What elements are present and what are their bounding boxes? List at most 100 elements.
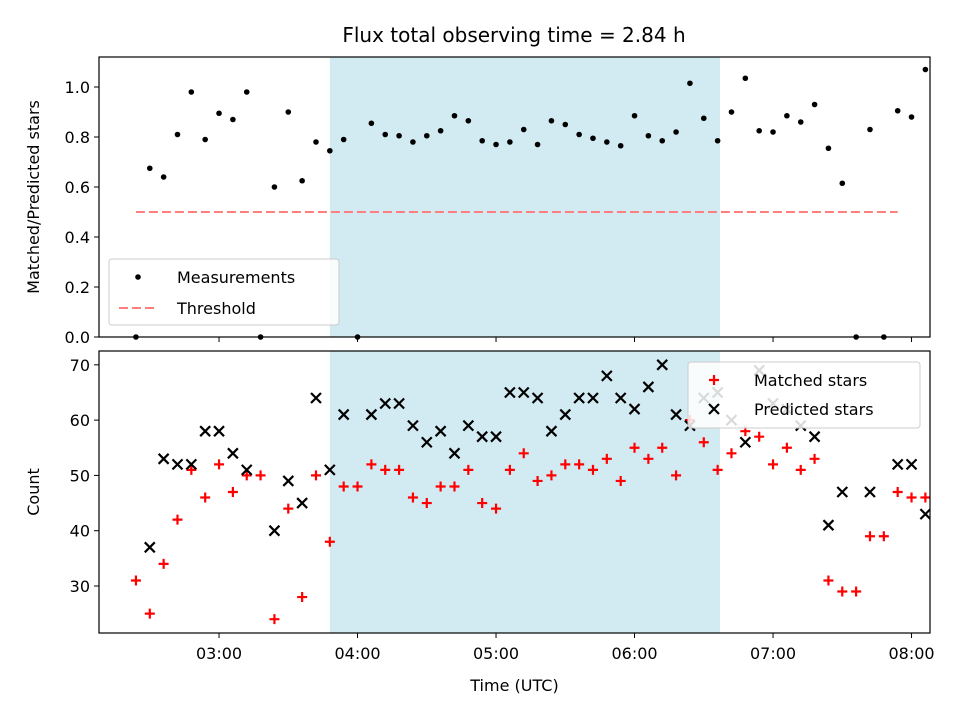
- legend-box: [108, 258, 340, 326]
- measurement-point: [423, 132, 430, 139]
- matched-star-point: [186, 464, 197, 475]
- matched-star-point: [864, 531, 875, 542]
- matched-star-point: [726, 448, 737, 459]
- measurement-point: [825, 145, 832, 152]
- measurement-point: [216, 110, 222, 117]
- measurement-point: [202, 136, 208, 143]
- predicted-star-point: [891, 458, 904, 471]
- measurement-point: [396, 132, 402, 139]
- measurement-point: [479, 137, 485, 144]
- measurement-point: [770, 129, 776, 135]
- matched-star-point: [712, 464, 723, 475]
- measurement-point: [617, 142, 624, 149]
- predicted-star-point: [573, 392, 585, 404]
- predicted-star-point: [268, 524, 281, 537]
- predicted-star-point: [324, 464, 336, 476]
- legend-box: [687, 361, 921, 429]
- predicted-star-point: [407, 419, 419, 432]
- matched-star-point: [477, 498, 488, 509]
- predicted-star-point: [545, 425, 558, 437]
- measurement-point: [285, 109, 292, 115]
- predicted-star-point: [296, 497, 308, 509]
- legend: Measurements Threshold: [108, 258, 340, 326]
- matched-star-point: [310, 470, 321, 481]
- measurement-point: [465, 117, 472, 124]
- matched-star-point: [781, 442, 792, 453]
- matched-star-point: [283, 503, 294, 514]
- measurement-point: [797, 119, 804, 125]
- matched-star-point: [463, 464, 474, 475]
- y-tick-label: 60: [70, 411, 90, 430]
- matched-star-point: [338, 481, 349, 492]
- predicted-star-point: [531, 392, 544, 404]
- plot-frame: [98, 56, 931, 338]
- matched-star-point: [352, 481, 363, 492]
- legend-label-matched: Matched stars: [754, 371, 867, 390]
- measurement-point: [867, 126, 873, 133]
- legend: Matched stars Predicted stars: [687, 361, 921, 429]
- matched-star-point: [394, 464, 405, 475]
- matched-star-point: [518, 448, 529, 459]
- x-tick-label: 06:00: [611, 644, 657, 663]
- x-tick-label: 08:00: [888, 644, 934, 663]
- predicted-star-point: [642, 381, 655, 393]
- matched-star-point: [587, 464, 598, 475]
- predicted-star-point: [310, 392, 322, 404]
- predicted-star-point: [864, 486, 876, 498]
- matched-star-point: [366, 459, 377, 470]
- measurement-point: [174, 131, 181, 138]
- measurement-point: [604, 139, 610, 145]
- measurement-point: [645, 132, 652, 139]
- measurement-point: [271, 184, 278, 190]
- y-tick-label: 1.0: [65, 78, 90, 97]
- matched-star-point: [768, 459, 779, 470]
- matched-star-point: [851, 586, 862, 597]
- matched-star-point: [297, 592, 308, 603]
- x-tick-label: 03:00: [196, 644, 242, 663]
- measurement-point: [811, 101, 818, 108]
- y-tick-label: 40: [70, 522, 90, 541]
- measurement-point: [146, 165, 153, 172]
- predicted-star-point: [739, 436, 752, 449]
- measurement-point: [327, 147, 333, 154]
- measurement-point: [451, 112, 458, 119]
- predicted-star-point: [421, 436, 433, 449]
- predicted-star-point: [905, 458, 918, 471]
- matched-star-point: [172, 514, 183, 525]
- measurement-point: [756, 127, 762, 134]
- x-tick-label: 05:00: [473, 644, 519, 663]
- predicted-star-point: [656, 359, 669, 371]
- measurement-point: [590, 135, 596, 142]
- y-axis-label: Matched/Predicted stars: [24, 100, 43, 294]
- predicted-star-point: [240, 464, 253, 476]
- matched-star-point: [158, 558, 169, 569]
- matched-star-point: [269, 614, 280, 625]
- measurement-point: [368, 120, 375, 127]
- predicted-star-point: [462, 419, 475, 432]
- predicted-star-point: [919, 508, 930, 520]
- matched-star-point: [837, 586, 848, 597]
- x-tick-label: 04:00: [334, 644, 380, 663]
- matched-star-point: [324, 536, 335, 547]
- top-panel: 0.0 0.2 0.4 0.6 0.8 1.0 Matched/Predicted star…: [24, 56, 931, 347]
- matched-star-point: [601, 453, 612, 464]
- measurement-point: [534, 141, 541, 148]
- predicted-star-point: [517, 386, 530, 399]
- matched-star-point: [421, 498, 432, 509]
- y-tick-label: 0.0: [65, 328, 90, 347]
- matched-star-point: [657, 442, 668, 453]
- matched-star-point: [698, 437, 709, 448]
- predicted-star-point: [614, 392, 627, 404]
- measurement-point: [507, 139, 513, 145]
- plot-frame: [98, 350, 931, 634]
- measurement-point: [728, 109, 735, 115]
- x-axis-label: Time (UTC): [469, 676, 558, 695]
- predicted-star-point: [504, 386, 516, 399]
- predicted-star-point: [282, 475, 295, 487]
- x-tick-label: 07:00: [750, 644, 796, 663]
- bottom-panel: 30 40 50 60 70 03:00 04:00 05:00 06:00 07:00 08:00…: [24, 350, 935, 695]
- matched-star-point: [407, 492, 418, 503]
- measurement-point: [631, 112, 638, 119]
- measurement-point: [687, 80, 693, 87]
- predicted-star-point: [379, 397, 392, 410]
